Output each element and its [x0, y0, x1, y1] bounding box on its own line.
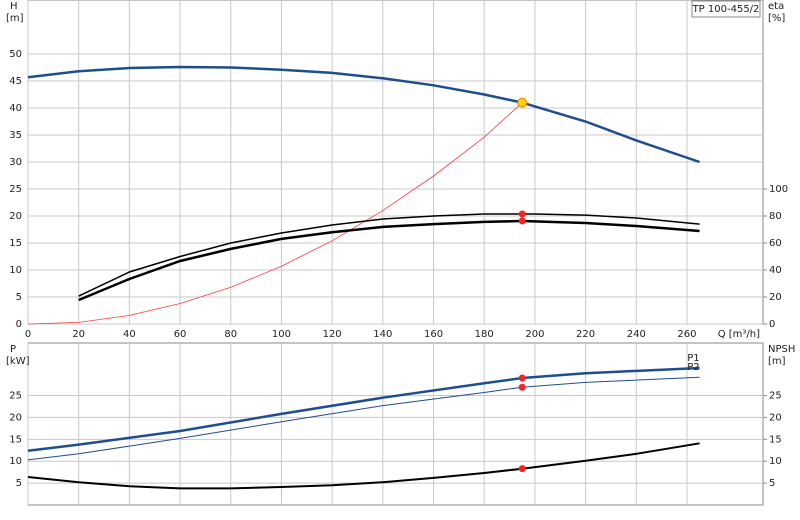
- operating-point: [518, 383, 526, 391]
- y-axis-label: P: [10, 344, 16, 355]
- curve: [27, 366, 700, 452]
- y2-axis-unit: [%]: [768, 13, 785, 24]
- y-tick-label: 15: [9, 238, 22, 249]
- curve: [27, 102, 523, 325]
- operating-point: [518, 465, 526, 473]
- x-tick-label: 80: [224, 329, 237, 340]
- y2-tick-label: 20: [769, 292, 782, 303]
- y2-tick-label: 15: [769, 434, 782, 445]
- y2-tick-label: 40: [769, 265, 782, 276]
- series-label: P2: [687, 362, 699, 373]
- y-tick-label: 45: [9, 76, 22, 87]
- y-tick-label: 20: [9, 412, 22, 423]
- y2-tick-label: 0: [769, 319, 775, 330]
- x-tick-label: 260: [677, 329, 696, 340]
- y2-tick-label: 60: [769, 238, 782, 249]
- x-tick-label: 200: [525, 329, 544, 340]
- y2-axis-label: NPSH: [768, 344, 795, 355]
- y-tick-label: 50: [9, 49, 22, 60]
- curve: [78, 219, 700, 302]
- y-tick-label: 10: [9, 456, 22, 467]
- x-tick-label: 220: [576, 329, 595, 340]
- y-tick-label: 40: [9, 103, 22, 114]
- y2-axis-unit: [m]: [768, 356, 786, 367]
- y-axis-label: H: [10, 1, 18, 12]
- x-tick-label: 100: [272, 329, 291, 340]
- y2-tick-label: 5: [769, 478, 775, 489]
- x-tick-label: 40: [123, 329, 136, 340]
- x-tick-label: 0: [25, 329, 31, 340]
- y-tick-label: 35: [9, 130, 22, 141]
- y-tick-label: 0: [16, 319, 22, 330]
- operating-point: [518, 210, 526, 218]
- operating-point: [518, 374, 526, 382]
- y2-tick-label: 25: [769, 391, 782, 402]
- y-tick-label: 30: [9, 157, 22, 168]
- y-tick-label: 5: [16, 478, 22, 489]
- x-tick-label: 120: [323, 329, 342, 340]
- x-tick-label: 20: [72, 329, 85, 340]
- x-axis-label: Q [m³/h]: [718, 329, 760, 340]
- x-tick-label: 240: [627, 329, 646, 340]
- y2-tick-label: 20: [769, 412, 782, 423]
- curve: [27, 442, 700, 490]
- y2-tick-label: 100: [769, 184, 788, 195]
- chart-title: TP 100-455/2: [692, 4, 760, 15]
- y-tick-label: 25: [9, 391, 22, 402]
- y-axis-unit: [kW]: [6, 356, 30, 367]
- curve: [27, 65, 701, 164]
- y2-axis-label: eta: [768, 1, 784, 12]
- x-tick-label: 140: [373, 329, 392, 340]
- operating-point: [518, 217, 526, 225]
- curve: [27, 376, 700, 461]
- y-tick-label: 20: [9, 211, 22, 222]
- curve: [78, 213, 700, 297]
- y-tick-label: 25: [9, 184, 22, 195]
- y2-tick-label: 80: [769, 211, 782, 222]
- x-tick-label: 160: [424, 329, 443, 340]
- y2-tick-label: 10: [769, 456, 782, 467]
- operating-point: [517, 97, 528, 108]
- y-tick-label: 15: [9, 434, 22, 445]
- title-box: [691, 0, 761, 18]
- y-axis-unit: [m]: [6, 13, 24, 24]
- y-tick-label: 5: [16, 292, 22, 303]
- x-tick-label: 180: [475, 329, 494, 340]
- x-tick-label: 60: [174, 329, 187, 340]
- series-label: P1: [687, 353, 699, 364]
- y-tick-label: 10: [9, 265, 22, 276]
